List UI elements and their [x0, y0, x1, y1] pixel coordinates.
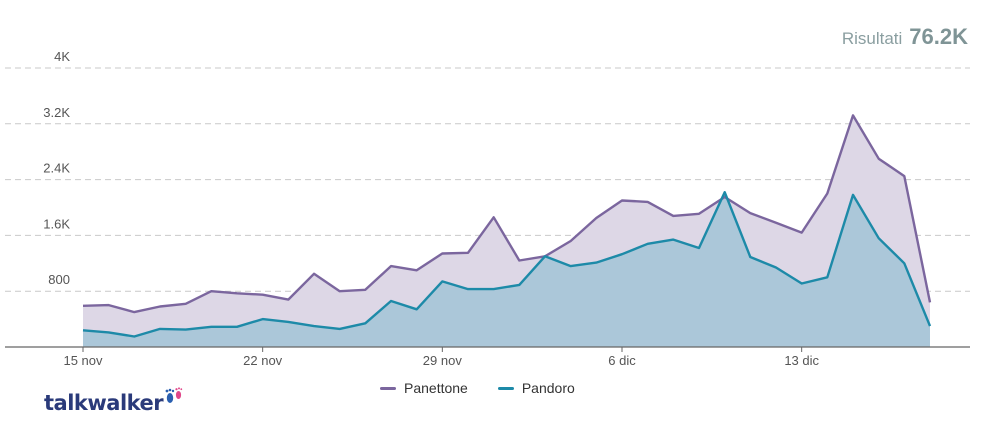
series-area-pandoro [83, 192, 930, 347]
y-tick-label-1: 1.6K [43, 216, 70, 231]
y-tick-label-0: 800 [48, 272, 70, 287]
x-tick-label-2: 29 nov [423, 353, 463, 368]
series-lines [82, 114, 932, 338]
axes: 800 1.6K 2.4K 3.2K 4K 15 nov 22 nov 29 nov 6 dic… [5, 49, 970, 368]
results-label: Risultati [841, 29, 903, 48]
series-areas [83, 115, 930, 348]
series-line-panettone [82, 114, 932, 314]
x-tick-label-4: 13 dic [784, 353, 819, 368]
x-tick-label-1: 22 nov [243, 353, 283, 368]
footprints-icon [165, 387, 183, 403]
x-tick-label-3: 6 dic [608, 353, 636, 368]
results-value: 76.2K [909, 24, 968, 49]
legend-item-pandoro[interactable]: Pandoro [497, 380, 575, 396]
legend-swatch-panettone [380, 386, 396, 390]
legend: Panettone Pandoro [380, 380, 575, 396]
results-summary: Risultati 76.2K [842, 24, 968, 50]
legend-label-panettone: Panettone [404, 380, 468, 396]
legend-label-pandoro: Pandoro [521, 380, 575, 396]
y-tick-label-3: 3.2K [43, 105, 70, 120]
series-line-pandoro [82, 190, 932, 338]
y-tick-label-4: 4K [54, 49, 70, 64]
y-tick-label-2: 2.4K [43, 161, 70, 176]
legend-swatch-pandoro [497, 386, 514, 390]
legend-item-panettone[interactable]: Panettone [380, 380, 468, 396]
talkwalker-logo: talkwalker [44, 385, 184, 415]
brand-name: talkwalker [44, 391, 164, 415]
x-tick-label-0: 15 nov [63, 353, 103, 368]
